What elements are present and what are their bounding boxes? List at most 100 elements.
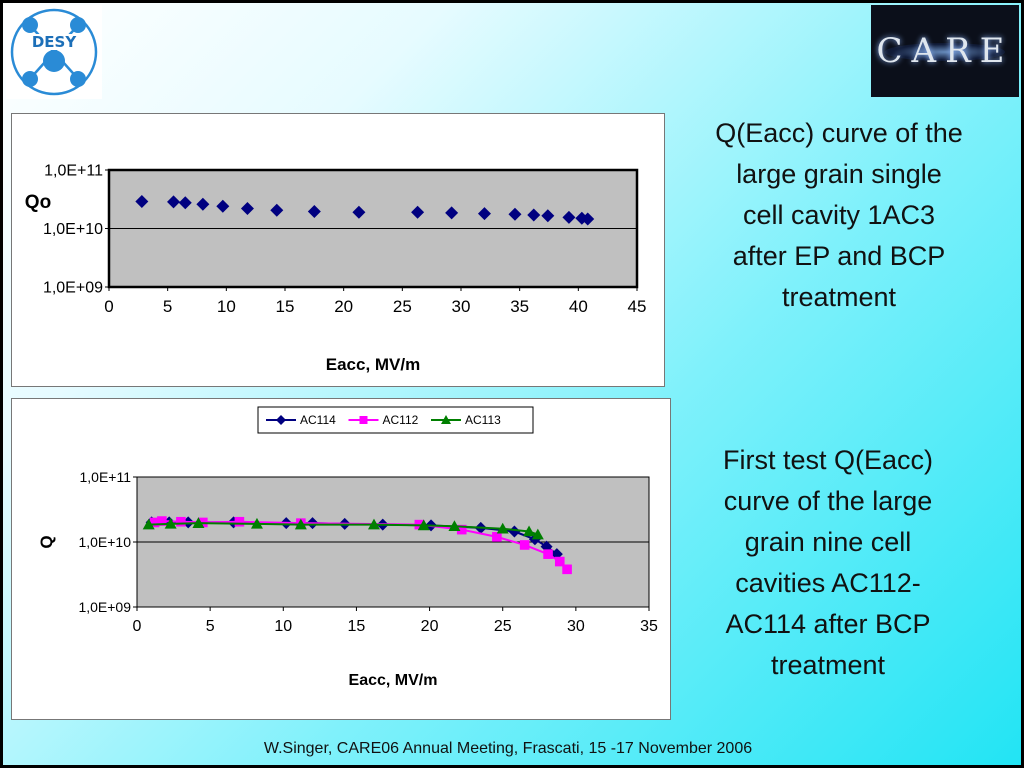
legend-label: AC112 — [383, 413, 419, 427]
data-point — [496, 522, 509, 534]
data-point — [294, 518, 307, 530]
legend-box — [257, 406, 534, 434]
data-point — [508, 525, 521, 538]
data-point — [527, 208, 541, 222]
data-point — [477, 207, 491, 221]
data-point — [250, 517, 263, 529]
caption-top-line: after EP and BCP — [732, 241, 946, 271]
data-point — [562, 564, 572, 575]
x-tick-label: 30 — [452, 297, 471, 316]
data-point — [367, 518, 380, 530]
x-tick-label: 35 — [510, 297, 529, 316]
caption-bottom-line: First test Q(Eacc) — [722, 445, 933, 475]
caption-bottom-line: grain nine cell — [744, 527, 912, 557]
data-point — [149, 517, 160, 528]
footer-credit: W.Singer, CARE06 Annual Meeting, Frascat… — [263, 740, 753, 757]
data-point — [142, 518, 155, 530]
caption-top-line: cell cavity 1AC3 — [742, 200, 936, 230]
data-point — [307, 205, 321, 219]
caption-top-line: Q(Eacc) curve of the — [715, 118, 963, 148]
data-point — [519, 540, 530, 550]
x-axis-label: Eacc, MV/m — [349, 672, 438, 689]
data-point — [445, 206, 459, 220]
y-tick-label: 1,0E+11 — [44, 163, 103, 180]
data-point — [456, 524, 467, 535]
x-tick-label: 40 — [569, 297, 588, 316]
y-tick-label: 1,0E+09 — [78, 599, 131, 615]
x-tick-label: 25 — [393, 297, 412, 316]
legend-marker — [441, 415, 451, 424]
data-point — [234, 516, 245, 527]
y-tick-label: 1,0E+09 — [43, 280, 103, 297]
data-point — [523, 525, 536, 537]
caption-top: Q(Eacc) curve of the large grain single … — [675, 113, 1003, 318]
legend-marker — [359, 416, 368, 424]
x-tick-label: 0 — [133, 618, 142, 635]
x-tick-label: 20 — [421, 618, 439, 635]
x-tick-label: 10 — [217, 297, 236, 316]
data-point — [554, 556, 565, 567]
data-point — [164, 517, 177, 529]
x-tick-label: 10 — [274, 618, 292, 635]
x-tick-label: 35 — [640, 618, 658, 635]
x-tick-label: 15 — [348, 618, 366, 635]
chart-1ac3: 1,0E+11 1,0E+10 1,0E+090 5 10 15 20 25 30 35 40 45 E… — [25, 163, 647, 374]
data-point — [352, 205, 366, 219]
data-point — [531, 528, 544, 540]
data-point — [575, 211, 589, 225]
data-point — [550, 548, 563, 561]
data-point — [492, 532, 502, 542]
y-tick-label: 1,0E+10 — [78, 534, 131, 550]
x-tick-label: 25 — [494, 618, 512, 635]
data-point — [157, 516, 167, 526]
data-point — [240, 201, 254, 215]
caption-bottom-line: curve of the large — [723, 486, 933, 516]
data-point — [216, 199, 230, 213]
data-point — [543, 549, 553, 559]
x-tick-label: 15 — [276, 297, 295, 316]
y-axis-label: Qo — [25, 192, 51, 213]
data-point — [508, 207, 522, 221]
data-point — [167, 195, 181, 209]
y-tick-label: 1,0E+11 — [79, 469, 131, 485]
x-tick-label: 5 — [163, 297, 172, 316]
caption-top-line: treatment — [781, 282, 897, 312]
care-logo-glow — [885, 43, 1005, 61]
y-tick-label: 1,0E+10 — [43, 221, 103, 238]
chart-ac112-ac114-panel: 1,0E+11 1,0E+10 1,0E+09 0 5 10 15 20 25 30 35 Eacc,… — [11, 398, 671, 720]
caption-top-line: large grain single — [736, 159, 942, 189]
desy-logo-text: DESY — [32, 33, 78, 51]
x-tick-label: 20 — [334, 297, 353, 316]
x-tick-label: 0 — [104, 297, 113, 316]
data-point — [176, 516, 186, 527]
x-tick-label: 5 — [206, 618, 215, 635]
x-axis-label: Eacc, MV/m — [326, 355, 421, 374]
desy-logo: DESY — [6, 5, 102, 99]
caption-bottom-line: treatment — [770, 650, 886, 680]
data-point — [192, 517, 205, 528]
data-point — [448, 520, 461, 532]
y-axis-label: Q — [37, 535, 56, 548]
legend-label: AC113 — [465, 413, 501, 427]
care-logo-text: CARE — [876, 31, 1014, 71]
legend-label: AC114 — [300, 413, 336, 427]
data-point — [196, 197, 210, 211]
care-logo: CARE — [871, 5, 1019, 97]
x-tick-label: 30 — [567, 618, 585, 635]
data-point — [178, 196, 192, 210]
chart-ac112-ac114: 1,0E+11 1,0E+10 1,0E+090 5 10 15 20 25 30 35 Eacc,… — [37, 406, 658, 689]
x-tick-label: 45 — [628, 297, 647, 316]
chart-1ac3-panel: 1,0E+11 1,0E+10 1,0E+09 0 5 10 15 20 25 30 35 40 45 E… — [11, 113, 665, 387]
data-point — [417, 519, 430, 531]
data-point — [541, 209, 555, 223]
data-point — [135, 194, 149, 208]
data-point — [411, 205, 425, 219]
data-point — [581, 212, 595, 226]
data-point — [562, 210, 576, 224]
caption-bottom-line: AC114 after BCP — [725, 609, 931, 639]
caption-bottom: First test Q(Eacc) curve of the large gr… — [675, 440, 981, 686]
legend-marker — [276, 415, 286, 425]
data-point — [270, 203, 284, 217]
caption-bottom-line: cavities AC112- — [735, 568, 921, 598]
